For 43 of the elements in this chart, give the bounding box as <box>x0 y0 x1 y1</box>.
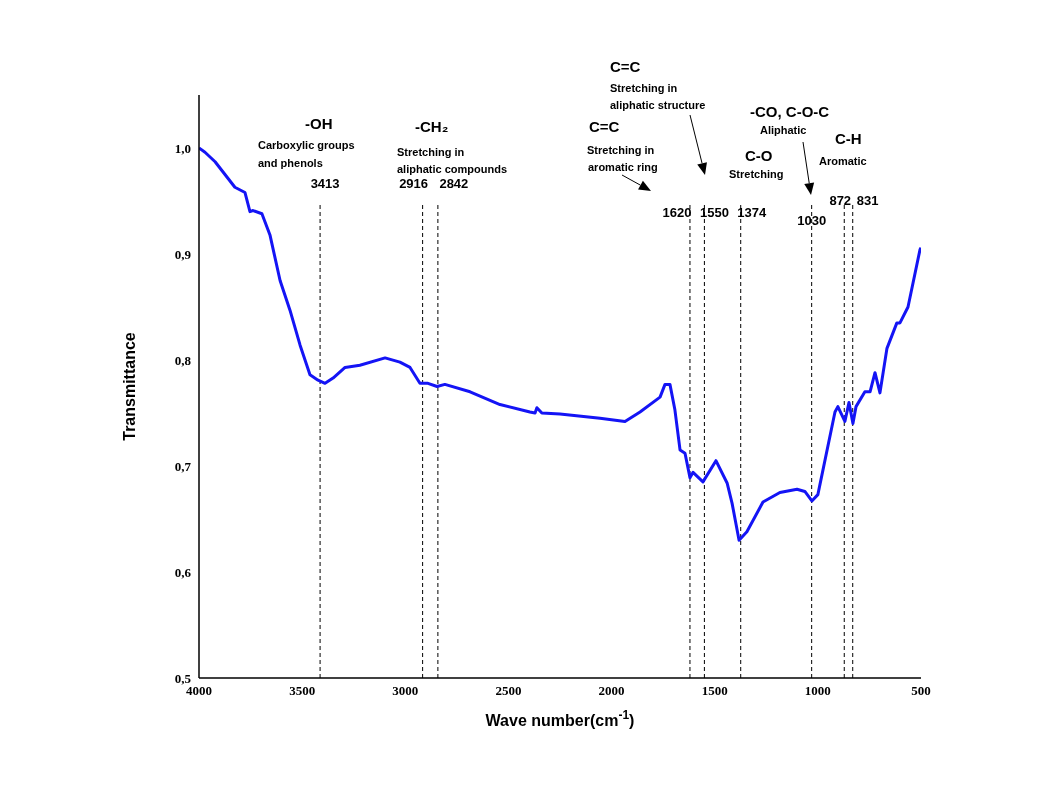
text: Stretching in <box>610 81 678 94</box>
ref-line-label: 2842 <box>439 176 469 191</box>
annotation: aliphatic compounds <box>397 162 508 175</box>
annotation: Aromatic <box>819 154 867 167</box>
x-tick-label: 2500 <box>495 683 522 699</box>
y-tick-label: 0,5 <box>174 670 192 686</box>
y-tick-label: 0,9 <box>174 246 192 262</box>
annotation: -CH₂ <box>415 117 449 135</box>
ref-line-label: 2916 <box>399 176 429 191</box>
x-tick-label: 500 <box>911 683 931 699</box>
ref-line-label: 1030 <box>797 213 827 228</box>
ref-line-label: 1374 <box>737 205 767 220</box>
annotation: -OH <box>305 114 333 132</box>
x-axis-title: Wave number(cm$^{-1}$) <box>485 708 635 729</box>
annotation: aromatic ring <box>588 160 658 173</box>
annotation: C=C <box>589 117 620 135</box>
ref-line-label: 1620 <box>662 205 692 220</box>
annotation: Carboxylic groups <box>258 138 355 151</box>
ref-line-label: 831 <box>856 193 879 208</box>
x-tick-label: 3500 <box>289 683 316 699</box>
y-tick-label: 1,0 <box>174 140 191 156</box>
annotation: Stretching <box>729 167 784 180</box>
x-tick-label: 1500 <box>701 683 728 699</box>
annotation: C-O <box>745 146 773 164</box>
y-tick-label: 0,7 <box>174 458 192 474</box>
x-tick-label: 2000 <box>598 683 625 699</box>
y-tick-label: 0,6 <box>174 564 192 580</box>
x-tick-label: 1000 <box>804 683 831 699</box>
ref-line-label: 872 <box>829 193 852 208</box>
ref-line-label: 3413 <box>310 176 340 191</box>
annotation: C-H <box>835 129 862 147</box>
annotation: -CO, C-O-C <box>750 102 830 120</box>
annotation: and phenols <box>258 156 323 169</box>
annotation: aliphatic structure <box>610 98 706 111</box>
y-axis-title: Transmittance <box>120 332 138 441</box>
ref-line-label: 1550 <box>699 205 729 220</box>
y-tick-label: 0,8 <box>174 352 192 368</box>
text: C=C <box>610 57 641 75</box>
annotation: Stretching in <box>397 145 465 158</box>
annotation: Stretching in <box>587 143 655 156</box>
x-tick-label: 4000 <box>186 683 212 699</box>
x-tick-label: 3000 <box>392 683 419 699</box>
annotation: Aliphatic <box>760 123 807 136</box>
